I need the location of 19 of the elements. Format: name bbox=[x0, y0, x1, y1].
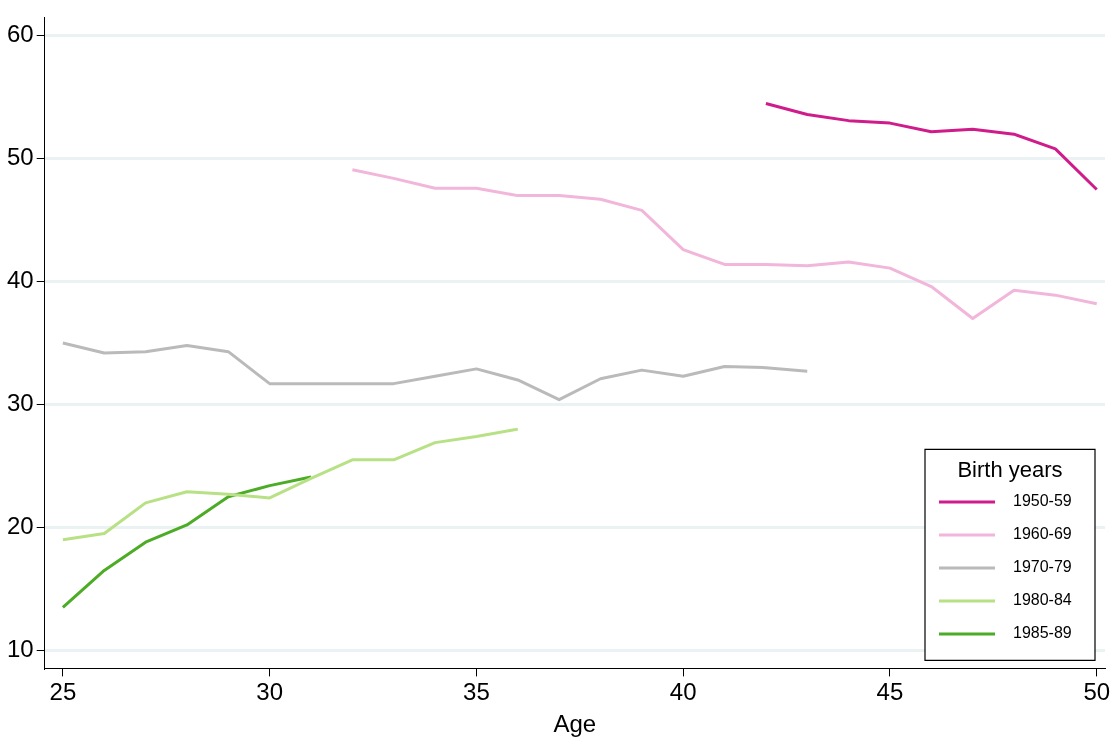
legend-label: 1985-89 bbox=[1013, 624, 1072, 642]
x-tick-label: 40 bbox=[669, 678, 697, 706]
legend-label: 1950-59 bbox=[1013, 492, 1072, 510]
y-tick-label: 10 bbox=[6, 634, 34, 662]
x-tick-label: 25 bbox=[49, 678, 77, 706]
legend-label: 1960-69 bbox=[1013, 525, 1072, 543]
y-tick-label: 20 bbox=[6, 512, 34, 540]
legend-label: 1970-79 bbox=[1013, 558, 1072, 576]
legend-title: Birth years bbox=[957, 457, 1063, 483]
x-axis-title: Age bbox=[553, 710, 597, 738]
x-tick-label: 45 bbox=[876, 678, 904, 706]
x-tick-label: 30 bbox=[256, 678, 284, 706]
y-tick-label: 50 bbox=[6, 143, 34, 171]
y-tick-label: 40 bbox=[6, 266, 34, 294]
legend-label: 1980-84 bbox=[1013, 591, 1072, 609]
x-tick-label: 50 bbox=[1083, 678, 1111, 706]
x-tick-label: 35 bbox=[463, 678, 490, 706]
y-tick-label: 60 bbox=[6, 20, 34, 48]
y-tick-label: 30 bbox=[6, 389, 34, 417]
